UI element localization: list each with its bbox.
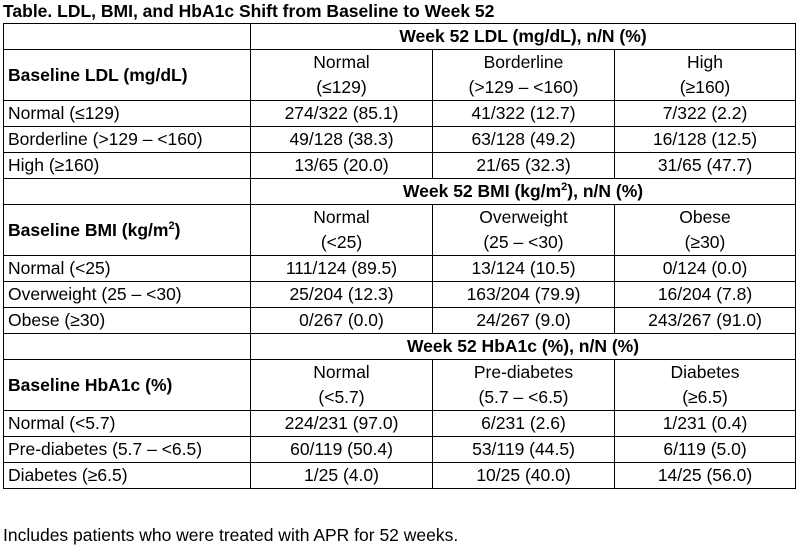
table-cell: 63/128 (49.2): [432, 126, 615, 153]
category-header: Overweight (25 – <30): [432, 204, 615, 256]
table-cell: 1/25 (4.0): [250, 462, 433, 489]
table-cell: 6/119 (5.0): [613, 436, 797, 463]
table-cell: 49/128 (38.3): [250, 126, 433, 153]
table-cell: 274/322 (85.1): [250, 100, 433, 127]
table-row: Borderline (>129 – <160) 49/128 (38.3) 6…: [3, 126, 797, 153]
table-cell: 111/124 (89.5): [250, 255, 433, 282]
row-label: Borderline (>129 – <160): [3, 126, 251, 153]
table-cell: 13/65 (20.0): [250, 152, 433, 179]
table-cell: 6/231 (2.6): [432, 410, 615, 437]
ldl-category-row: Baseline LDL (mg/dL) Normal (≤129) Border…: [3, 49, 797, 101]
table-cell: 0/124 (0.0): [613, 255, 797, 282]
table-cell: 224/231 (97.0): [250, 410, 433, 437]
row-label: Obese (≥30): [3, 307, 251, 334]
category-header: Normal (<25): [250, 204, 433, 256]
footnote: Includes patients who were treated with …: [3, 525, 459, 545]
table-row: Diabetes (≥6.5) 1/25 (4.0) 10/25 (40.0) …: [3, 462, 797, 489]
row-label: Pre-diabetes (5.7 – <6.5): [3, 436, 251, 463]
category-header: Pre-diabetes (5.7 – <6.5): [432, 359, 615, 411]
table-cell: 53/119 (44.5): [432, 436, 615, 463]
row-label: High (≥160): [3, 152, 251, 179]
ldl-group-header: Week 52 LDL (mg/dL), n/N (%): [249, 23, 797, 50]
table-cell: 21/65 (32.3): [432, 152, 615, 179]
table-cell: 24/267 (9.0): [432, 307, 615, 334]
table-cell: 13/124 (10.5): [432, 255, 615, 282]
hba1c-baseline-label: Baseline HbA1c (%): [3, 359, 251, 411]
table-cell: 60/119 (50.4): [250, 436, 433, 463]
table-cell: 14/25 (56.0): [613, 462, 797, 489]
category-header: Diabetes (≥6.5): [613, 359, 797, 411]
row-label: Normal (<5.7): [3, 410, 251, 437]
bmi-group-header: Week 52 BMI (kg/m2), n/N (%): [249, 178, 797, 205]
table-cell: 0/267 (0.0): [250, 307, 433, 334]
table-cell: 16/204 (7.8): [613, 281, 797, 308]
row-label: Overweight (25 – <30): [3, 281, 251, 308]
table-cell: 7/322 (2.2): [613, 100, 797, 127]
table-cell: 1/231 (0.4): [613, 410, 797, 437]
shift-table: Week 52 LDL (mg/dL), n/N (%) Baseline LD…: [3, 23, 797, 489]
ldl-baseline-label: Baseline LDL (mg/dL): [3, 49, 251, 101]
hba1c-group-header: Week 52 HbA1c (%), n/N (%): [249, 333, 797, 360]
table-cell: 31/65 (47.7): [613, 152, 797, 179]
ldl-group-header-row: Week 52 LDL (mg/dL), n/N (%): [3, 23, 797, 50]
empty-cell: [3, 23, 251, 50]
category-header: Borderline (>129 – <160): [432, 49, 615, 101]
bmi-baseline-label: Baseline BMI (kg/m2): [3, 204, 251, 256]
table-row: High (≥160) 13/65 (20.0) 21/65 (32.3) 31…: [3, 152, 797, 179]
table-cell: 243/267 (91.0): [613, 307, 797, 334]
bmi-category-row: Baseline BMI (kg/m2) Normal (<25) Overwei…: [3, 204, 797, 256]
bmi-group-header-row: Week 52 BMI (kg/m2), n/N (%): [3, 178, 797, 205]
hba1c-group-header-row: Week 52 HbA1c (%), n/N (%): [3, 333, 797, 360]
table-cell: 16/128 (12.5): [613, 126, 797, 153]
category-header: Normal (<5.7): [250, 359, 433, 411]
empty-cell: [3, 178, 251, 205]
category-header: Obese (≥30): [613, 204, 797, 256]
table-cell: 25/204 (12.3): [250, 281, 433, 308]
hba1c-category-row: Baseline HbA1c (%) Normal (<5.7) Pre-diab…: [3, 359, 797, 411]
table-row: Obese (≥30) 0/267 (0.0) 24/267 (9.0) 243…: [3, 307, 797, 334]
table-row: Overweight (25 – <30) 25/204 (12.3) 163/…: [3, 281, 797, 308]
table-row: Normal (≤129) 274/322 (85.1) 41/322 (12.…: [3, 100, 797, 127]
category-header: High (≥160): [613, 49, 797, 101]
table-row: Pre-diabetes (5.7 – <6.5) 60/119 (50.4) …: [3, 436, 797, 463]
table-row: Normal (<5.7) 224/231 (97.0) 6/231 (2.6)…: [3, 410, 797, 437]
table-cell: 163/204 (79.9): [432, 281, 615, 308]
empty-cell: [3, 333, 251, 360]
table-row: Normal (<25) 111/124 (89.5) 13/124 (10.5…: [3, 255, 797, 282]
row-label: Normal (≤129): [3, 100, 251, 127]
table-cell: 10/25 (40.0): [432, 462, 615, 489]
row-label: Diabetes (≥6.5): [3, 462, 251, 489]
table-cell: 41/322 (12.7): [432, 100, 615, 127]
table-title: Table. LDL, BMI, and HbA1c Shift from Ba…: [3, 1, 495, 21]
category-header: Normal (≤129): [250, 49, 433, 101]
row-label: Normal (<25): [3, 255, 251, 282]
